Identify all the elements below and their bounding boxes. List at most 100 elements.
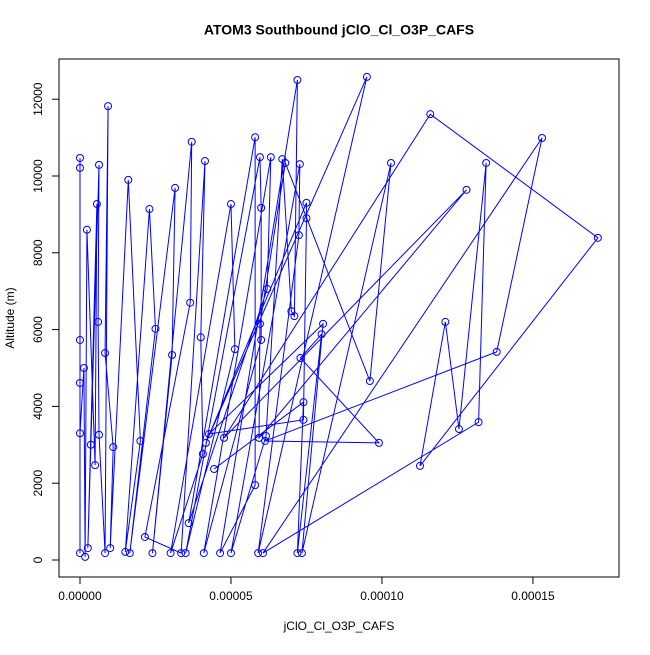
x-axis-label: jClO_Cl_O3P_CAFS: [283, 619, 395, 633]
data-point: [537, 133, 546, 142]
data-point: [186, 298, 195, 307]
data-point: [374, 438, 383, 447]
data-point: [148, 549, 157, 558]
y-tick-label: 0: [31, 556, 45, 563]
data-point: [281, 158, 290, 167]
data-point: [441, 317, 450, 326]
data-point: [124, 175, 133, 184]
data-point: [168, 350, 177, 359]
data-point: [416, 461, 425, 470]
data-point: [317, 330, 326, 339]
data-point: [177, 549, 186, 558]
data-point: [295, 160, 304, 169]
data-point: [187, 137, 196, 146]
data-point: [220, 433, 229, 442]
data-point: [299, 398, 308, 407]
data-point: [462, 185, 471, 194]
data-point: [230, 345, 239, 354]
data-point: [293, 76, 302, 85]
data-point: [263, 284, 272, 293]
x-tick-label: 0.00010: [360, 589, 404, 603]
data-point: [136, 436, 145, 445]
data-point: [91, 461, 100, 470]
y-tick-label: 10000: [31, 159, 45, 193]
data-point: [254, 549, 263, 558]
data-point: [92, 200, 101, 209]
data-point: [287, 307, 296, 316]
data-point: [81, 552, 90, 561]
y-tick-label: 12000: [31, 82, 45, 116]
data-point: [593, 233, 602, 242]
data-point: [204, 430, 213, 439]
data-point: [83, 544, 92, 553]
data-point: [266, 153, 275, 162]
data-point: [226, 549, 235, 558]
data-point: [297, 549, 306, 558]
data-point: [125, 549, 134, 558]
data-point: [258, 549, 267, 558]
data-point: [482, 158, 491, 167]
data-point: [181, 549, 190, 558]
data-point: [362, 72, 371, 81]
data-point: [319, 319, 328, 328]
data-point: [79, 363, 88, 372]
chart-title: ATOM3 Southbound jClO_Cl_O3P_CAFS: [204, 22, 474, 38]
data-point: [151, 324, 160, 333]
data-point: [302, 198, 311, 207]
data-point: [201, 438, 210, 447]
data-point: [196, 333, 205, 342]
data-point: [454, 425, 463, 434]
data-point: [75, 429, 84, 438]
data-point: [216, 549, 225, 558]
data-point: [94, 317, 103, 326]
y-tick-label: 4000: [31, 393, 45, 420]
data-point: [86, 440, 95, 449]
data-point: [82, 225, 91, 234]
data-point: [299, 415, 308, 424]
data-point: [492, 347, 501, 356]
data-point: [121, 547, 130, 556]
data-point: [145, 205, 154, 214]
data-point: [109, 443, 118, 452]
data-line: [79, 76, 599, 557]
data-point: [294, 231, 303, 240]
data-point: [293, 549, 302, 558]
data-point: [261, 436, 270, 445]
data-point: [365, 377, 374, 386]
data-point: [255, 319, 264, 328]
data-point: [75, 549, 84, 558]
data-point: [257, 203, 266, 212]
data-point: [75, 335, 84, 344]
plot-box: [58, 58, 620, 578]
data-point: [426, 110, 435, 119]
data-point: [184, 519, 193, 528]
data-point: [201, 157, 210, 166]
data-point: [171, 183, 180, 192]
data-point: [257, 335, 266, 344]
data-point: [255, 153, 264, 162]
x-tick-label: 0.00000: [58, 589, 102, 603]
data-point: [251, 133, 260, 142]
data-point: [474, 418, 483, 427]
y-axis-label: Altitude (m): [3, 287, 17, 348]
data-point: [226, 200, 235, 209]
data-point: [166, 549, 175, 558]
data-point: [95, 160, 104, 169]
x-tick-label: 0.00005: [209, 589, 253, 603]
data-point: [302, 214, 311, 223]
data-point: [106, 544, 115, 553]
y-tick-label: 6000: [31, 316, 45, 343]
data-point: [199, 549, 208, 558]
data-point: [104, 102, 113, 111]
y-tick-label: 2000: [31, 470, 45, 497]
data-point: [101, 349, 110, 358]
x-tick-label: 0.00015: [511, 589, 555, 603]
data-point: [95, 430, 104, 439]
data-point: [387, 158, 396, 167]
data-point: [75, 163, 84, 172]
data-point: [198, 450, 207, 459]
data-point: [101, 549, 110, 558]
data-point: [296, 354, 305, 363]
data-point: [251, 481, 260, 490]
